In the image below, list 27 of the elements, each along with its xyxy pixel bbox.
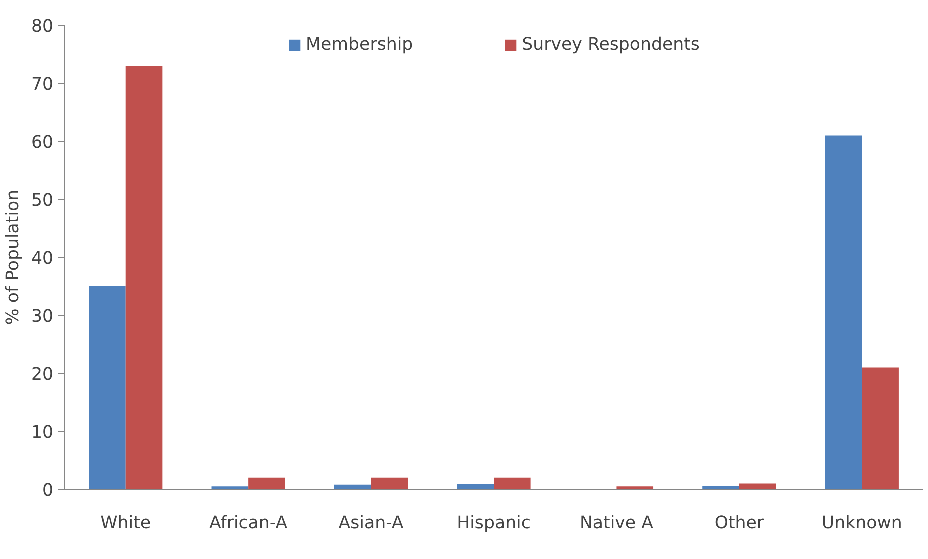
bar — [371, 478, 408, 490]
bar — [862, 368, 899, 490]
x-tick-label: Unknown — [822, 514, 902, 534]
legend-label: Membership — [306, 35, 414, 55]
y-tick-label: 60 — [31, 133, 54, 153]
x-tick-label: Hispanic — [457, 514, 531, 534]
y-tick-label: 20 — [31, 365, 54, 385]
y-tick-label: 80 — [31, 17, 54, 37]
x-tick-label: Native A — [580, 514, 654, 534]
x-tick-label: African-A — [210, 514, 288, 534]
x-tick-label: Other — [714, 514, 765, 534]
x-tick-label: White — [100, 514, 152, 534]
bar — [248, 478, 286, 490]
y-tick-label: 0 — [42, 481, 54, 501]
bar — [825, 136, 862, 490]
x-tick-label: Asian-A — [338, 514, 404, 534]
bar — [494, 478, 531, 490]
bar — [126, 66, 163, 490]
y-tick-label: 70 — [31, 75, 54, 95]
bar — [739, 484, 776, 490]
y-tick-label: 40 — [31, 249, 54, 269]
legend-label: Survey Respondents — [522, 35, 700, 55]
y-tick-label: 50 — [31, 191, 54, 211]
y-tick-label: 30 — [31, 307, 54, 327]
y-axis-title: % of Population — [3, 190, 24, 326]
y-tick-label: 10 — [31, 423, 54, 443]
bar — [89, 286, 126, 490]
